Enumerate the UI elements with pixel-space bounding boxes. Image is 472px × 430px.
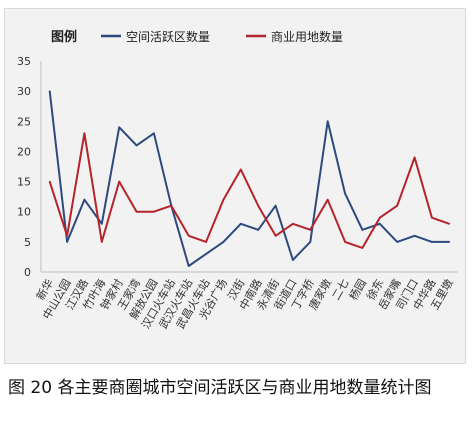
x-tick-label: 杨园 (346, 277, 369, 303)
data-point-series-1 (83, 198, 86, 201)
y-tick-label: 30 (17, 85, 31, 98)
data-point-series-2 (396, 204, 398, 207)
data-point-series-1 (222, 241, 225, 243)
data-point-series-2 (413, 156, 416, 159)
data-point-series-2 (66, 235, 68, 237)
legend-label-series-2: 商业用地数量 (271, 29, 343, 44)
data-point-series-2 (431, 216, 433, 219)
y-tick-label: 20 (17, 145, 31, 158)
data-point-series-1 (448, 241, 451, 243)
data-point-series-2 (187, 235, 190, 237)
data-point-series-1 (118, 126, 120, 129)
y-tick-label: 25 (17, 115, 31, 128)
data-point-series-2 (48, 180, 51, 183)
legend-label-series-1: 空间活跃区数量 (126, 29, 210, 44)
y-tick-label: 10 (17, 206, 31, 219)
series-line-1 (48, 90, 450, 267)
data-point-series-1 (257, 229, 259, 231)
legend-title: 图例 (51, 29, 77, 45)
data-point-series-1 (326, 120, 329, 123)
y-tick-label: 0 (24, 266, 31, 279)
y-tick-label: 35 (17, 55, 31, 68)
data-point-series-2 (344, 241, 346, 243)
data-point-series-2 (135, 210, 138, 213)
data-point-series-2 (448, 222, 451, 225)
y-tick-label: 5 (24, 236, 31, 249)
data-point-series-2 (240, 168, 242, 171)
data-point-series-2 (309, 229, 312, 231)
data-point-series-1 (101, 222, 103, 225)
data-point-series-2 (274, 235, 277, 237)
data-point-series-2 (170, 204, 173, 207)
data-point-series-1 (361, 229, 364, 231)
data-point-series-2 (379, 216, 381, 219)
data-point-series-2 (361, 247, 364, 249)
data-point-series-1 (66, 241, 68, 243)
line-chart: 图例 空间活跃区数量 商业用地数量 0 5 10 15 20 25 30 35 新华中山公园江… (17, 29, 458, 332)
data-point-series-2 (153, 210, 155, 213)
chart-area: 图例 空间活跃区数量 商业用地数量 0 5 10 15 20 25 30 35 新华 中山公园江… (4, 8, 466, 364)
data-point-series-1 (396, 241, 398, 243)
data-point-series-1 (379, 222, 381, 225)
data-point-series-2 (101, 241, 103, 243)
data-point-series-1 (309, 241, 312, 243)
series-lines (48, 90, 451, 267)
data-point-series-1 (344, 192, 346, 195)
data-point-series-1 (413, 235, 416, 237)
data-point-series-1 (48, 90, 51, 92)
data-point-series-2 (326, 198, 329, 201)
figure-caption: 图 20 各主要商圈城市空间活跃区与商业用地数量统计图 (8, 378, 432, 398)
data-point-series-2 (292, 222, 294, 225)
y-tick-labels: 0 5 10 15 20 25 30 35 (17, 55, 31, 279)
data-point-series-1 (205, 253, 207, 255)
data-point-series-2 (205, 241, 207, 243)
data-point-series-1 (187, 265, 190, 267)
data-point-series-2 (257, 204, 259, 207)
x-tick-label: 二七 (329, 277, 351, 303)
data-point-series-2 (83, 132, 86, 135)
data-point-series-1 (292, 259, 294, 261)
series-line-2 (48, 132, 450, 249)
data-point-series-1 (431, 241, 433, 243)
data-point-series-1 (153, 132, 155, 135)
data-point-series-1 (135, 144, 138, 147)
data-point-series-2 (118, 180, 120, 183)
data-point-series-1 (274, 204, 277, 207)
x-tick-labels: 新华中山公园江汉路竹叶海钟家村王家湾解放公园汉口火车站武汉火车站武昌火车站光谷广… (33, 277, 456, 332)
y-tick-label: 15 (17, 176, 31, 189)
data-point-series-2 (222, 198, 225, 201)
data-point-series-1 (240, 222, 242, 225)
